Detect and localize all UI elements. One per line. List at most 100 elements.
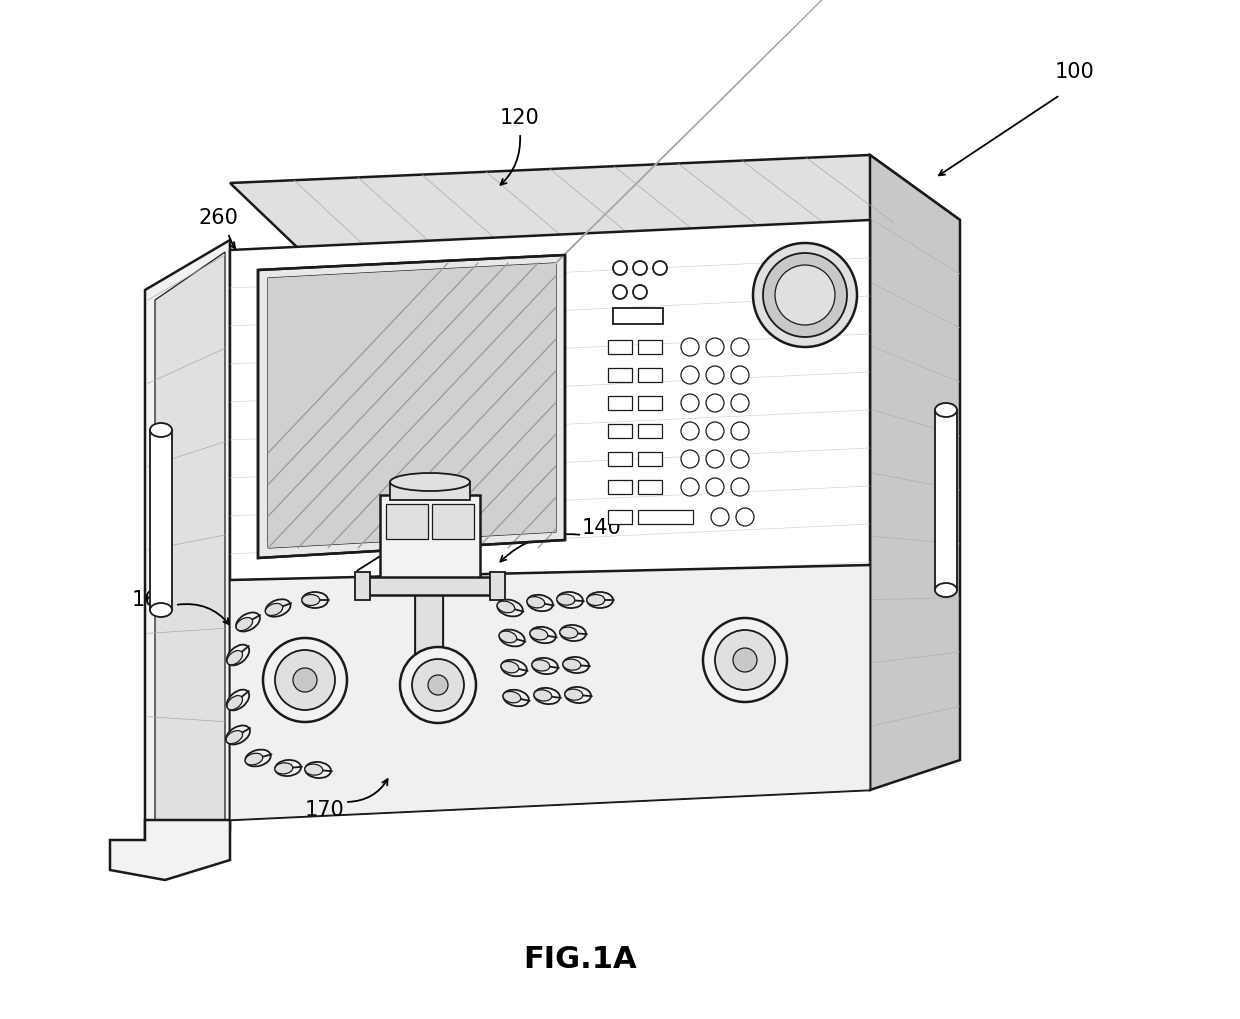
Bar [608,424,632,438]
Circle shape [632,261,647,275]
Ellipse shape [497,599,523,616]
Ellipse shape [150,603,172,616]
Bar [355,572,370,600]
Ellipse shape [236,618,253,631]
Ellipse shape [534,690,552,701]
Polygon shape [229,220,870,820]
Circle shape [275,650,335,710]
Ellipse shape [227,690,249,710]
Circle shape [613,261,627,275]
Ellipse shape [246,750,270,766]
Circle shape [775,265,835,325]
Bar [432,504,474,539]
Ellipse shape [565,689,583,700]
Bar [379,495,480,583]
Circle shape [293,668,317,692]
Ellipse shape [226,726,250,745]
Circle shape [706,450,724,468]
Circle shape [732,450,749,468]
Text: 120: 120 [500,108,539,128]
Polygon shape [145,240,229,840]
Text: 100: 100 [1055,62,1095,82]
Ellipse shape [265,603,283,615]
Circle shape [763,253,847,337]
Circle shape [653,261,667,275]
Bar [639,424,662,438]
Bar [639,480,662,494]
Ellipse shape [587,592,613,608]
Ellipse shape [527,597,544,608]
Bar [639,452,662,466]
Circle shape [706,478,724,496]
Polygon shape [870,155,960,790]
Circle shape [732,338,749,356]
Ellipse shape [527,595,553,611]
Ellipse shape [227,645,249,665]
Ellipse shape [935,403,957,417]
Bar [415,580,443,695]
Bar [639,510,693,524]
Ellipse shape [503,692,521,703]
Polygon shape [268,263,556,548]
Ellipse shape [529,629,548,640]
Ellipse shape [391,473,470,491]
Bar [360,577,500,595]
Bar [391,482,470,500]
Ellipse shape [500,630,525,646]
Ellipse shape [275,763,293,773]
Bar [613,308,663,324]
Text: 160: 160 [133,590,172,610]
Circle shape [263,638,347,722]
Bar [608,480,632,494]
Circle shape [737,508,754,526]
Ellipse shape [265,599,290,616]
Bar [490,572,505,600]
Polygon shape [229,155,960,250]
Polygon shape [229,565,870,820]
Ellipse shape [501,661,518,673]
Circle shape [753,243,857,347]
Ellipse shape [503,690,528,706]
Ellipse shape [532,660,549,671]
Polygon shape [155,252,224,828]
Ellipse shape [501,659,527,677]
Circle shape [681,394,699,412]
Text: 170: 170 [305,800,345,820]
Ellipse shape [565,687,591,703]
Ellipse shape [563,657,589,674]
Ellipse shape [303,592,329,608]
Ellipse shape [531,627,556,643]
Bar [608,510,632,524]
Circle shape [732,478,749,496]
Ellipse shape [559,627,578,638]
Bar [639,340,662,354]
Bar [639,396,662,410]
Circle shape [703,618,787,702]
Ellipse shape [532,658,558,675]
Circle shape [412,659,464,711]
Bar [608,340,632,354]
Bar [150,430,172,610]
Bar [386,504,428,539]
Circle shape [706,422,724,440]
Text: 260: 260 [198,208,238,228]
Ellipse shape [227,696,243,710]
Bar [608,452,632,466]
Circle shape [732,422,749,440]
Ellipse shape [150,423,172,437]
Ellipse shape [563,659,580,671]
Polygon shape [110,820,229,880]
Circle shape [428,675,448,695]
Ellipse shape [305,764,322,775]
Ellipse shape [500,631,517,643]
Polygon shape [258,255,565,558]
Ellipse shape [246,753,263,765]
Ellipse shape [935,583,957,597]
Circle shape [706,394,724,412]
Circle shape [681,478,699,496]
Circle shape [733,648,756,672]
Ellipse shape [226,731,243,744]
Ellipse shape [227,650,243,664]
Circle shape [706,338,724,356]
Ellipse shape [305,762,331,779]
